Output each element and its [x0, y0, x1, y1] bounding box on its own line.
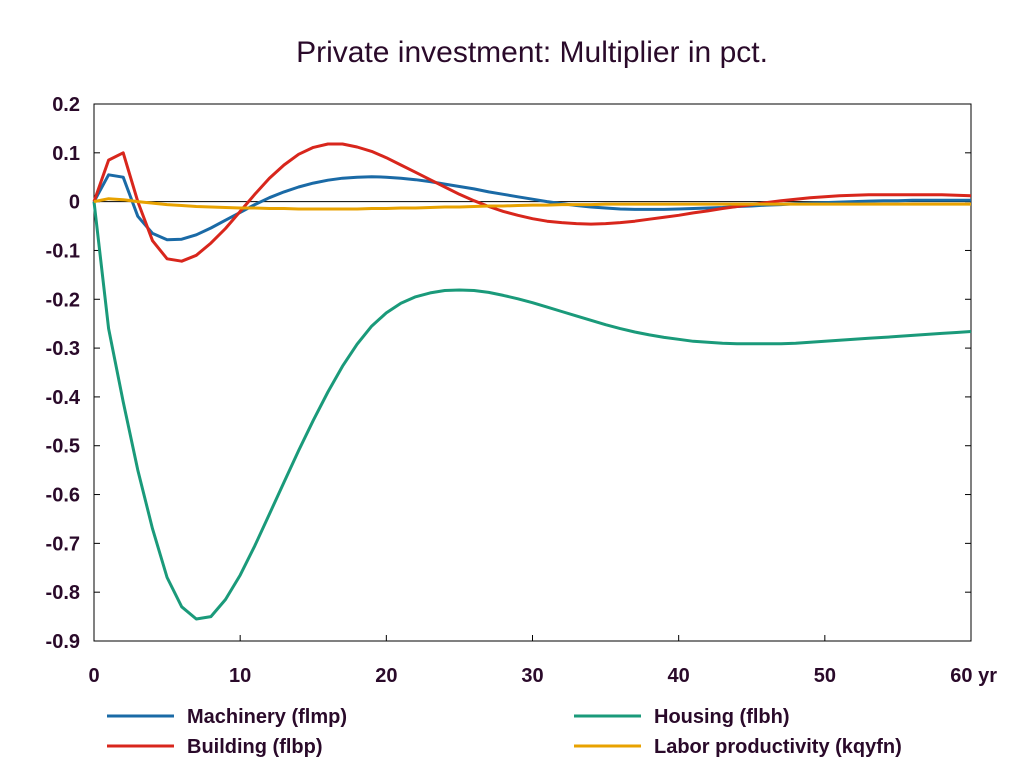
plot-area-frame [93, 103, 972, 642]
series-line-labor-productivity-kqyfn [93, 197, 971, 211]
y-axis: 0.2 0.1 0 -0.1 -0.2 -0.3 -0.4 -0.5 -0.6 -0.7 -0.8 -… [46, 94, 971, 653]
x-tick-label: 50 [814, 665, 836, 687]
y-tick-label: 0.2 [52, 94, 80, 116]
y-tick-label: -0.6 [46, 485, 80, 507]
y-tick-label: 0.1 [52, 143, 80, 165]
y-tick-label: -0.9 [46, 631, 80, 653]
y-tick-label: -0.8 [46, 582, 80, 604]
y-tick-label: -0.2 [46, 289, 80, 311]
x-axis: 0 10 20 30 40 50 60 yr [88, 635, 997, 687]
series-line-building-flbp [92, 142, 972, 263]
series-group [92, 142, 972, 621]
x-tick-label: 30 [521, 665, 543, 687]
x-tick-label: 40 [668, 665, 690, 687]
y-tick-label: -0.3 [46, 338, 80, 360]
x-tick-label: 10 [229, 665, 251, 687]
legend-label: Labor productivity (kqyfn) [654, 736, 902, 758]
chart-title: Private investment: Multiplier in pct. [296, 36, 768, 69]
x-tick-label: 20 [375, 665, 397, 687]
legend-label: Housing (flbh) [654, 706, 790, 728]
legend-label: Building (flbp) [187, 736, 323, 758]
y-tick-label: -0.7 [46, 533, 80, 555]
x-tick-label: 0 [88, 665, 99, 687]
legend: Machinery (flmp) Building (flbp) Housing (… [107, 706, 902, 758]
y-tick-label: -0.4 [46, 387, 81, 409]
legend-label: Machinery (flmp) [187, 706, 347, 728]
y-tick-label: 0 [69, 192, 80, 214]
series-line-housing-flbh [92, 201, 972, 621]
y-tick-label: -0.5 [46, 436, 80, 458]
y-tick-label: -0.1 [46, 240, 80, 262]
x-tick-label: 60 yr [950, 665, 997, 687]
